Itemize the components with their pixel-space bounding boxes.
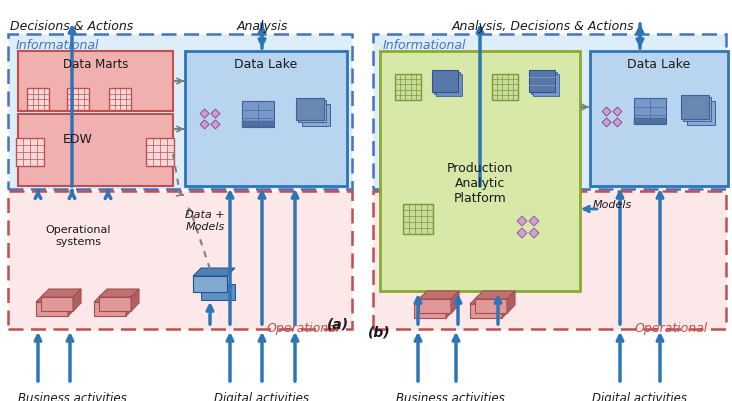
Text: EDW: EDW bbox=[63, 133, 93, 146]
Bar bbox=[634, 99, 666, 125]
Polygon shape bbox=[126, 294, 134, 316]
Text: Analysis: Analysis bbox=[236, 20, 288, 33]
Bar bbox=[681, 96, 709, 120]
Bar bbox=[432, 71, 458, 93]
Bar bbox=[41, 297, 73, 311]
Bar bbox=[533, 75, 559, 97]
Bar bbox=[185, 52, 347, 186]
Polygon shape bbox=[451, 291, 459, 313]
Bar bbox=[492, 75, 518, 101]
Bar bbox=[302, 105, 330, 127]
Bar bbox=[109, 89, 131, 111]
Bar bbox=[99, 297, 131, 311]
Polygon shape bbox=[529, 229, 539, 239]
Polygon shape bbox=[507, 291, 515, 313]
Polygon shape bbox=[131, 289, 139, 311]
Polygon shape bbox=[517, 229, 527, 239]
Bar bbox=[94, 302, 126, 316]
Text: Production
Analytic
Platform: Production Analytic Platform bbox=[447, 162, 513, 205]
Bar bbox=[634, 118, 666, 125]
Bar bbox=[18, 52, 173, 112]
Polygon shape bbox=[73, 289, 81, 311]
Polygon shape bbox=[517, 217, 527, 227]
Polygon shape bbox=[475, 291, 515, 299]
Bar bbox=[687, 102, 715, 126]
Bar bbox=[242, 102, 274, 128]
Bar bbox=[403, 205, 433, 235]
Text: Operational: Operational bbox=[266, 321, 340, 334]
Bar bbox=[436, 75, 462, 97]
Polygon shape bbox=[446, 296, 454, 318]
Bar bbox=[434, 73, 460, 95]
Text: Informational: Informational bbox=[16, 39, 100, 52]
Polygon shape bbox=[613, 108, 622, 117]
Text: Models: Models bbox=[593, 200, 632, 209]
Bar bbox=[18, 115, 173, 186]
Polygon shape bbox=[200, 110, 209, 119]
Text: Informational: Informational bbox=[383, 39, 466, 52]
Text: Data Lake: Data Lake bbox=[627, 58, 690, 71]
Polygon shape bbox=[193, 268, 235, 276]
Polygon shape bbox=[419, 291, 459, 299]
Polygon shape bbox=[99, 289, 139, 297]
Bar bbox=[683, 98, 711, 122]
Bar bbox=[67, 89, 89, 111]
Bar bbox=[146, 139, 174, 166]
Bar bbox=[414, 304, 446, 318]
Bar bbox=[242, 121, 274, 128]
Polygon shape bbox=[613, 119, 622, 128]
Bar bbox=[27, 89, 49, 111]
Bar bbox=[201, 284, 235, 300]
Polygon shape bbox=[470, 296, 510, 304]
Polygon shape bbox=[414, 296, 454, 304]
Bar bbox=[419, 299, 451, 313]
Polygon shape bbox=[529, 217, 539, 227]
Text: Data Marts: Data Marts bbox=[63, 58, 128, 71]
Text: (b): (b) bbox=[368, 325, 391, 339]
Bar bbox=[8, 192, 352, 329]
Bar bbox=[529, 71, 555, 93]
Polygon shape bbox=[211, 121, 220, 130]
Bar bbox=[373, 35, 726, 190]
Bar bbox=[531, 73, 557, 95]
Bar bbox=[590, 52, 728, 186]
Polygon shape bbox=[94, 294, 134, 302]
Text: Data +
Models: Data + Models bbox=[185, 209, 225, 231]
Bar bbox=[380, 52, 580, 291]
Bar bbox=[16, 139, 44, 166]
Text: (a): (a) bbox=[327, 317, 349, 331]
Bar bbox=[36, 302, 68, 316]
Text: Digital activities: Digital activities bbox=[592, 391, 687, 401]
Bar bbox=[296, 99, 324, 121]
Text: Business activities: Business activities bbox=[18, 391, 127, 401]
Text: Decisions & Actions: Decisions & Actions bbox=[10, 20, 134, 33]
Polygon shape bbox=[502, 296, 510, 318]
Polygon shape bbox=[41, 289, 81, 297]
Polygon shape bbox=[602, 119, 611, 128]
Text: Operational: Operational bbox=[635, 321, 708, 334]
Text: Business activities: Business activities bbox=[395, 391, 504, 401]
Polygon shape bbox=[200, 121, 209, 130]
Text: Data Lake: Data Lake bbox=[234, 58, 298, 71]
Bar bbox=[373, 192, 726, 329]
Polygon shape bbox=[68, 294, 76, 316]
Bar bbox=[298, 101, 326, 123]
Bar bbox=[470, 304, 502, 318]
Bar bbox=[395, 75, 421, 101]
Polygon shape bbox=[602, 108, 611, 117]
Polygon shape bbox=[211, 110, 220, 119]
Bar bbox=[475, 299, 507, 313]
Bar bbox=[8, 35, 352, 190]
Polygon shape bbox=[36, 294, 76, 302]
Bar bbox=[193, 276, 227, 292]
Text: Operational
systems: Operational systems bbox=[45, 225, 111, 246]
Text: Digital activities: Digital activities bbox=[214, 391, 310, 401]
Text: Analysis, Decisions & Actions: Analysis, Decisions & Actions bbox=[452, 20, 635, 33]
